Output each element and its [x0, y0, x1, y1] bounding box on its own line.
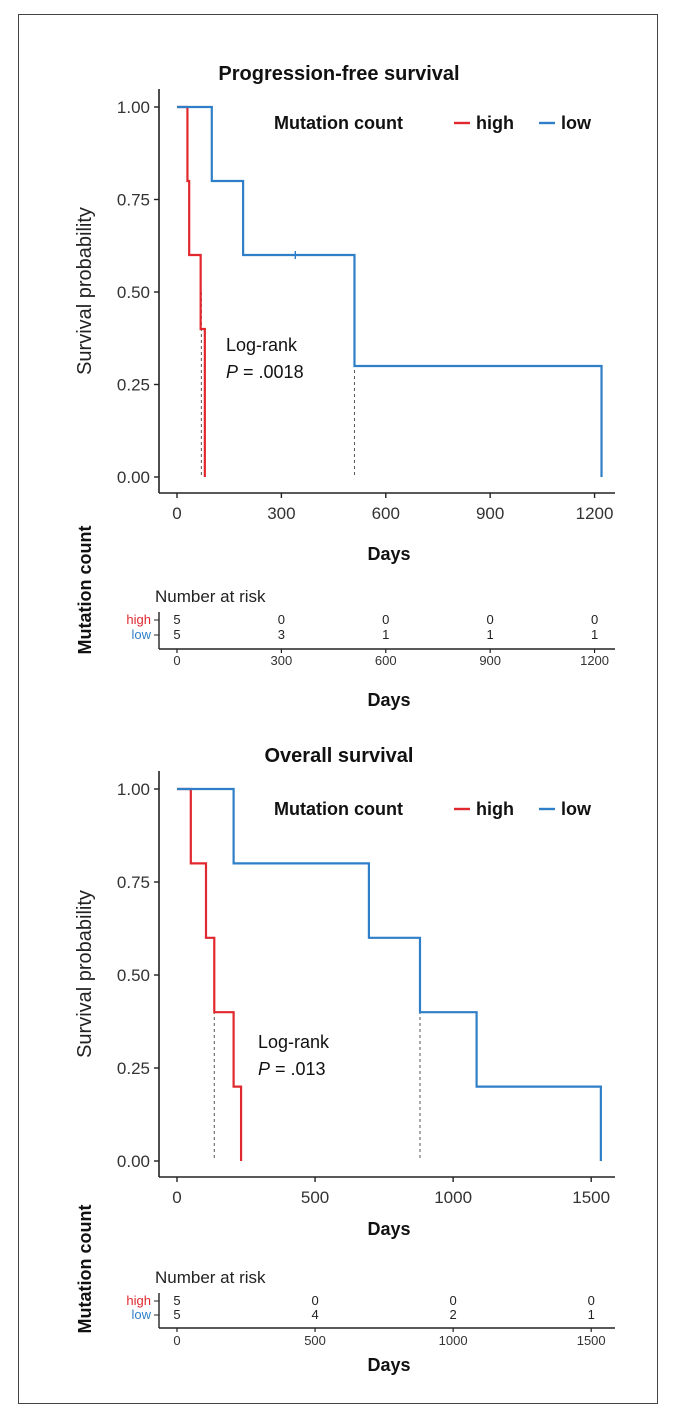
- risk-x-tick-label: 1500: [577, 1333, 606, 1348]
- y-tick-label: 0.25: [117, 1059, 150, 1078]
- legend-label-high: high: [476, 113, 514, 133]
- x-tick-label: 1500: [572, 1188, 610, 1207]
- p-value-label: P = .0018: [226, 362, 304, 382]
- y-tick-label: 1.00: [117, 780, 150, 799]
- risk-table-axis-title: Mutation count: [75, 1205, 95, 1334]
- x-tick-label: 0: [172, 504, 181, 523]
- figure-frame: Progression-free survival 0.00 0.25 0.50 0.7…: [18, 14, 658, 1404]
- y-tick-label: 0.00: [117, 468, 150, 487]
- legend-title: Mutation count: [274, 113, 403, 133]
- risk-value: 1: [588, 1307, 595, 1322]
- risk-x-tick-label: 1200: [580, 653, 609, 668]
- y-tick-label: 0.75: [117, 873, 150, 892]
- p-value-label: P = .013: [258, 1059, 326, 1079]
- y-axis-label: Survival probability: [74, 207, 96, 375]
- risk-x-tick-label: 0: [173, 1333, 180, 1348]
- survival-figure: Progression-free survival 0.00 0.25 0.50 0.7…: [74, 63, 615, 1375]
- risk-value: 4: [311, 1307, 318, 1322]
- risk-row-label-low: low: [131, 627, 151, 642]
- risk-table-axis-title: Mutation count: [75, 526, 95, 655]
- x-tick-label: 1000: [434, 1188, 472, 1207]
- risk-table-title: Number at risk: [155, 587, 266, 606]
- risk-value: 0: [487, 612, 494, 627]
- y-tick-label: 0.25: [117, 376, 150, 395]
- x-tick-label: 900: [476, 504, 504, 523]
- legend-title: Mutation count: [274, 799, 403, 819]
- risk-x-tick-label: 500: [304, 1333, 326, 1348]
- risk-value: 0: [311, 1293, 318, 1308]
- risk-row-label-low: low: [131, 1307, 151, 1322]
- risk-value: 5: [173, 612, 180, 627]
- survival-curve-high: [177, 105, 206, 477]
- risk-value: 0: [591, 612, 598, 627]
- x-tick-label: 0: [172, 1188, 181, 1207]
- risk-value: 5: [173, 627, 180, 642]
- x-tick-label: 600: [372, 504, 400, 523]
- risk-table-title: Number at risk: [155, 1268, 266, 1287]
- p-symbol: P: [258, 1059, 270, 1079]
- risk-value: 5: [173, 1307, 180, 1322]
- risk-value: 1: [382, 627, 389, 642]
- legend-label-high: high: [476, 799, 514, 819]
- y-tick-label: 1.00: [117, 98, 150, 117]
- survival-curve-low: [177, 105, 603, 477]
- risk-value: 0: [382, 612, 389, 627]
- logrank-label: Log-rank: [258, 1032, 330, 1052]
- legend-label-low: low: [561, 799, 592, 819]
- logrank-label: Log-rank: [226, 335, 298, 355]
- x-axis-label: Days: [367, 544, 410, 564]
- survival-curve-low: [177, 787, 602, 1161]
- chart-title: Progression-free survival: [218, 63, 459, 85]
- p-value: = .013: [270, 1059, 326, 1079]
- y-tick-label: 0.75: [117, 191, 150, 210]
- risk-value: 3: [278, 627, 285, 642]
- legend-label-low: low: [561, 113, 592, 133]
- x-tick-label: 300: [267, 504, 295, 523]
- risk-x-tick-label: 600: [375, 653, 397, 668]
- risk-value: 1: [487, 627, 494, 642]
- risk-x-tick-label: 1000: [439, 1333, 468, 1348]
- risk-row-label-high: high: [126, 1293, 151, 1308]
- risk-x-tick-label: 0: [173, 653, 180, 668]
- y-tick-label: 0.00: [117, 1152, 150, 1171]
- risk-row-label-high: high: [126, 612, 151, 627]
- risk-table-xlabel: Days: [367, 690, 410, 710]
- risk-value: 0: [588, 1293, 595, 1308]
- survival-curve-high: [177, 787, 243, 1161]
- p-symbol: P: [226, 362, 238, 382]
- risk-value: 0: [278, 612, 285, 627]
- risk-value: 2: [450, 1307, 457, 1322]
- p-value: = .0018: [238, 362, 304, 382]
- risk-value: 0: [450, 1293, 457, 1308]
- risk-table-xlabel: Days: [367, 1355, 410, 1375]
- y-tick-label: 0.50: [117, 283, 150, 302]
- chart-title: Overall survival: [265, 745, 414, 767]
- risk-x-tick-label: 900: [479, 653, 501, 668]
- risk-value: 1: [591, 627, 598, 642]
- y-tick-label: 0.50: [117, 966, 150, 985]
- x-axis-label: Days: [367, 1219, 410, 1239]
- x-tick-label: 500: [301, 1188, 329, 1207]
- x-tick-label: 1200: [576, 504, 614, 523]
- risk-value: 5: [173, 1293, 180, 1308]
- risk-x-tick-label: 300: [271, 653, 293, 668]
- y-axis-label: Survival probability: [74, 890, 96, 1058]
